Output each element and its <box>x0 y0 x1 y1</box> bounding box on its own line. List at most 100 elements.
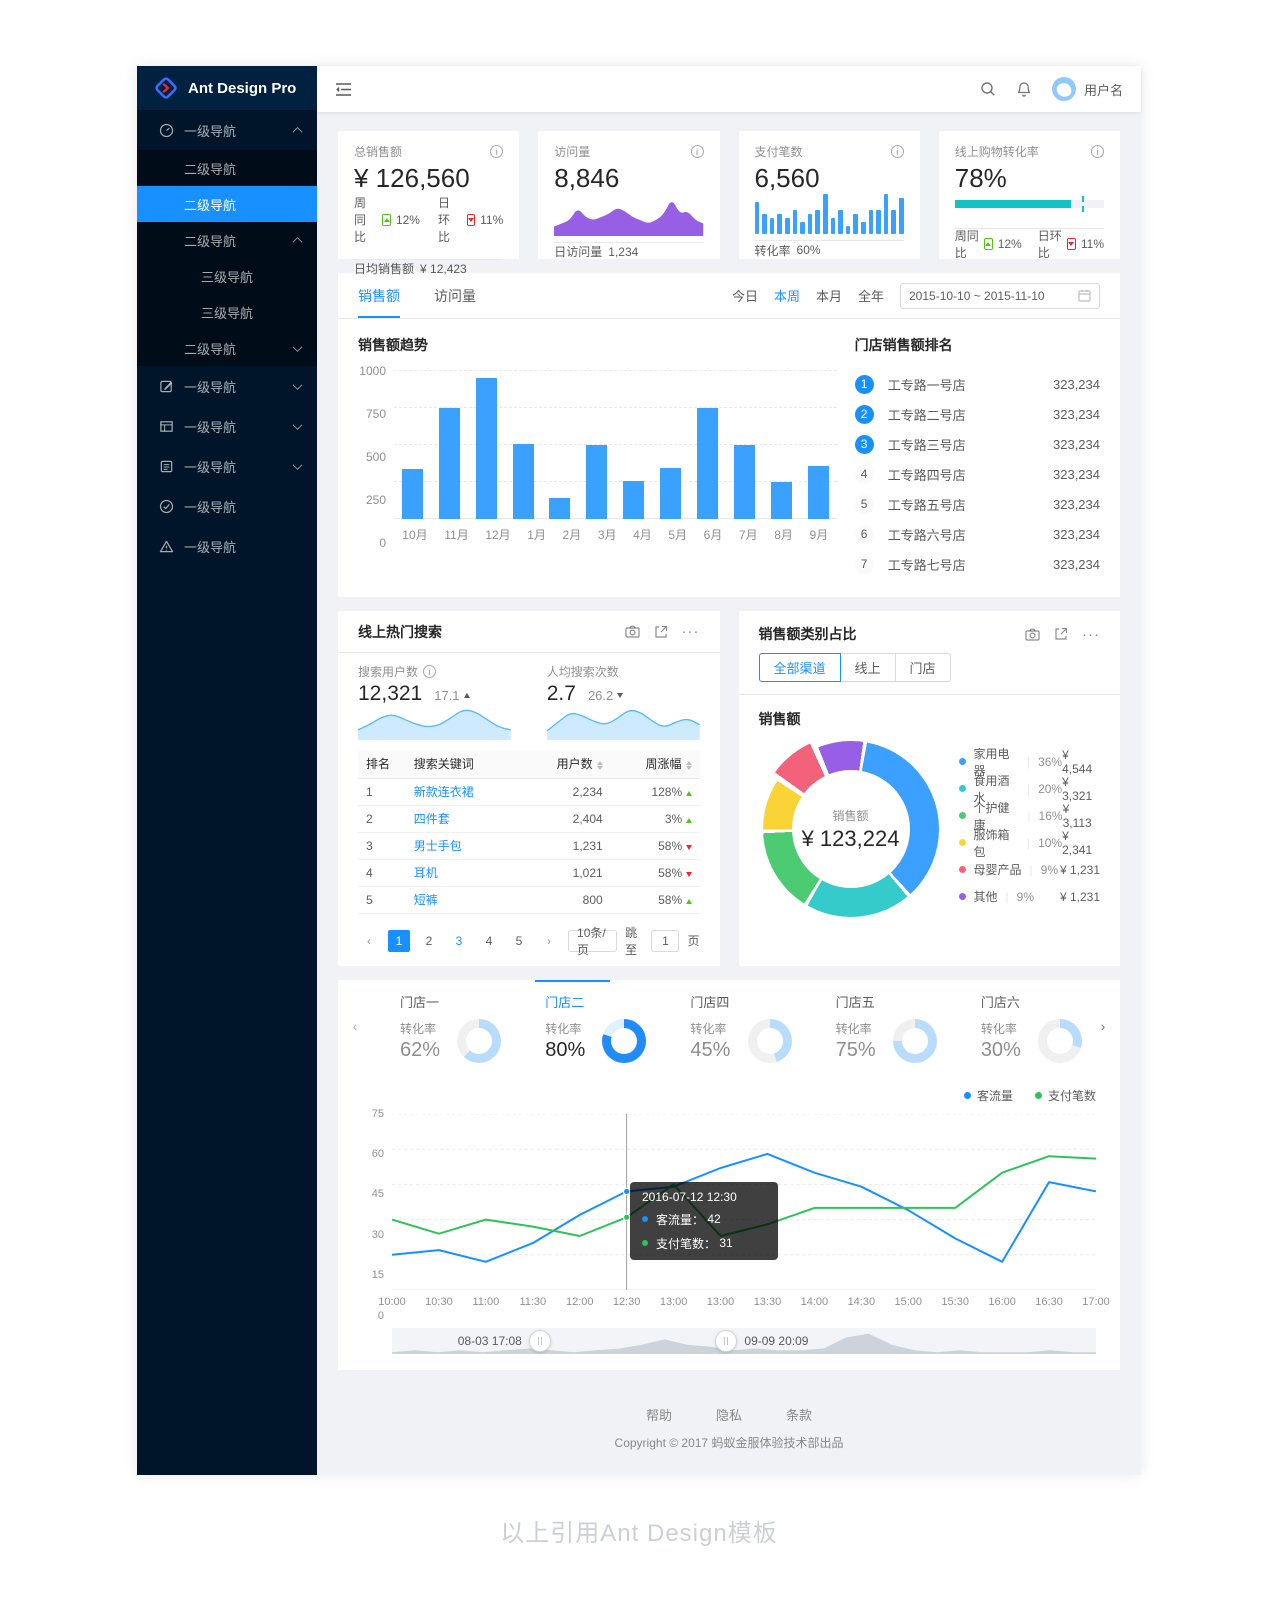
tabs-scroll-right-icon[interactable]: › <box>1100 1018 1106 1034</box>
rank-badge: 7 <box>854 554 874 574</box>
jump-page-input[interactable]: 1 <box>651 929 680 952</box>
per-capita-metric: 人均搜索次数 2.7 26.2 <box>546 663 700 740</box>
sidebar-item-nav2-a[interactable]: 二级导航 <box>184 161 237 177</box>
sidebar-item-nav1-table[interactable]: 一级导航 <box>137 406 317 446</box>
chevron-up-icon <box>292 126 303 137</box>
table-row: 1 新款连衣裙 2,234 128% <box>358 778 700 806</box>
camera-icon[interactable] <box>624 625 640 638</box>
menu-fold-icon[interactable] <box>335 82 352 97</box>
sidebar-item-nav1-form[interactable]: 一级导航 <box>137 366 317 406</box>
slider-waveform <box>392 1333 1096 1354</box>
chevron-up-icon <box>292 236 303 247</box>
info-circle-icon[interactable]: i <box>490 145 504 158</box>
legend-item[interactable]: 服饰箱包 | 10% ¥ 2,341 <box>958 828 1101 859</box>
page-size-select[interactable]: 10条/页 <box>568 926 618 957</box>
range-today[interactable]: 今日 <box>731 289 758 304</box>
more-icon[interactable]: ··· <box>1082 625 1100 643</box>
trend-up-icon <box>685 790 692 796</box>
tabs-scroll-left-icon[interactable]: ‹ <box>352 1018 358 1034</box>
user-menu[interactable]: 用户名 <box>1051 77 1123 101</box>
ranking-row: 5 工专路五号店 323,234 <box>854 489 1100 519</box>
tab-visits[interactable]: 访问量 <box>434 287 476 304</box>
stores-traffic-card: ‹ 门店一 转化率 62% 门店二 转化率 80% 门店四 转化率 45% 门店五 <box>337 978 1121 1371</box>
info-circle-icon[interactable]: i <box>890 145 904 158</box>
prev-page-button[interactable]: ‹ <box>367 933 372 948</box>
traffic-line-chart: 2016-07-12 12:30 客流量： 42 支付笔数： 31 0 15 30 4… <box>371 1107 1110 1322</box>
date-range-picker[interactable]: 2015-10-10 ~ 2015-11-10 <box>900 282 1100 309</box>
range-month[interactable]: 本月 <box>815 289 842 304</box>
chevron-down-icon <box>292 379 303 390</box>
tab-store-1[interactable]: 门店一 转化率 62% <box>366 980 511 1073</box>
tab-store-2-active[interactable]: 门店二 转化率 80% <box>511 979 656 1073</box>
keyword-link[interactable]: 四件套 <box>413 812 450 826</box>
legend-item[interactable]: 家用电器 | 36% ¥ 4,544 <box>958 747 1101 778</box>
segment-stores[interactable]: 门店 <box>894 653 951 682</box>
export-icon[interactable] <box>1054 627 1068 641</box>
info-circle-icon[interactable]: i <box>690 145 704 158</box>
sidebar-item-nav2-c[interactable]: 二级导航 <box>137 222 317 258</box>
sidebar-item-nav1-list[interactable]: 一级导航 <box>137 446 317 486</box>
sidebar-item-nav1-dashboard[interactable]: 一级导航 <box>137 110 317 150</box>
rank-badge: 2 <box>854 404 874 424</box>
channel-segmented-control: 全部渠道 线上 门店 <box>758 653 951 682</box>
search-icon[interactable] <box>980 81 996 97</box>
keyword-link[interactable]: 短裤 <box>413 893 438 907</box>
category-donut-chart: 销售额 ¥ 123,224 <box>757 735 939 917</box>
info-circle-icon[interactable]: i <box>1091 145 1104 158</box>
page-2[interactable]: 2 <box>425 933 433 948</box>
tab-sales[interactable]: 销售额 <box>358 273 400 318</box>
logo[interactable]: Ant Design Pro <box>137 66 317 110</box>
next-page-button[interactable]: › <box>547 933 552 948</box>
segment-online[interactable]: 线上 <box>839 653 896 682</box>
page-4[interactable]: 4 <box>485 933 493 948</box>
page-5[interactable]: 5 <box>515 933 523 948</box>
page-1[interactable]: 1 <box>388 929 411 952</box>
ranking-row: 1 工专路一号店 323,234 <box>854 369 1100 399</box>
sorter-icon[interactable] <box>596 760 603 770</box>
export-icon[interactable] <box>654 625 668 639</box>
legend-item[interactable]: 其他 | 9% ¥ 1,231 <box>958 883 1100 910</box>
tab-store-6[interactable]: 门店六 转化率 30% <box>947 980 1092 1073</box>
sidebar-item-nav3-b[interactable]: 三级导航 <box>201 305 254 321</box>
tab-store-4[interactable]: 门店四 转化率 45% <box>656 980 801 1073</box>
keyword-link[interactable]: 新款连衣裙 <box>413 785 474 799</box>
legend-item[interactable]: 个护健康 | 16% ¥ 3,113 <box>958 801 1101 832</box>
footer-link-privacy[interactable]: 隐私 <box>715 1407 742 1423</box>
keyword-link[interactable]: 男士手包 <box>413 839 462 853</box>
more-icon[interactable]: ··· <box>681 623 700 640</box>
col-users[interactable]: 用户数 <box>528 750 611 779</box>
legend-payments[interactable]: 支付笔数 <box>1034 1087 1096 1104</box>
sidebar-item-nav1-exception[interactable]: 一级导航 <box>137 526 317 566</box>
footer-link-help[interactable]: 帮助 <box>645 1407 672 1423</box>
sidebar-item-nav2-b-selected[interactable]: 二级导航 <box>137 186 317 222</box>
tab-store-5[interactable]: 门店五 转化率 75% <box>802 980 947 1073</box>
bell-icon[interactable] <box>1016 81 1032 98</box>
range-year[interactable]: 全年 <box>857 289 884 304</box>
keyword-link[interactable]: 耳机 <box>413 866 438 880</box>
sidebar-item-nav2-d[interactable]: 二级导航 <box>137 330 317 366</box>
slider-handle-left[interactable] <box>528 1329 551 1352</box>
footer-link-terms[interactable]: 条款 <box>786 1407 813 1423</box>
info-circle-icon[interactable]: i <box>423 665 437 678</box>
stat-card-payments: 支付笔数 i 6,560 转化率 60% <box>737 130 921 260</box>
slider-handle-right[interactable] <box>715 1329 738 1352</box>
segment-all-channels[interactable]: 全部渠道 <box>758 653 841 682</box>
page-3[interactable]: 3 <box>455 933 463 948</box>
category-proportion-card: 销售额类别占比 ··· 全部渠道 线上 门店 <box>737 610 1121 967</box>
legend-traffic[interactable]: 客流量 <box>963 1087 1013 1104</box>
logo-text: Ant Design Pro <box>188 79 297 97</box>
range-week[interactable]: 本周 <box>773 289 800 304</box>
legend-item[interactable]: 母婴产品 | 9% ¥ 1,231 <box>958 856 1100 883</box>
search-users-metric: 搜索用户数 i 12,321 17.1 <box>358 663 511 740</box>
donut-legend: 家用电器 | 36% ¥ 4,544 食用酒水 | 20% ¥ 3,321 个护健康 | 16%… <box>958 747 1101 910</box>
legend-item[interactable]: 食用酒水 | 20% ¥ 3,321 <box>958 774 1101 805</box>
sidebar: Ant Design Pro 一级导航 二级导航 二级导航 二级导航 三级导航 … <box>137 66 317 1475</box>
col-trend[interactable]: 周涨幅 <box>610 750 700 779</box>
stat-footer: 日均销售额 ¥ 12,423 <box>354 259 504 277</box>
sidebar-item-nav3-a[interactable]: 三级导航 <box>201 269 254 285</box>
trend-down-icon <box>685 871 692 877</box>
sales-trend-card: 销售额 访问量 今日 本周 本月 全年 2015-10-10 ~ 2015-11… <box>337 272 1121 598</box>
sorter-icon[interactable] <box>685 760 692 770</box>
sidebar-item-nav1-result[interactable]: 一级导航 <box>137 486 317 526</box>
camera-icon[interactable] <box>1025 628 1040 641</box>
